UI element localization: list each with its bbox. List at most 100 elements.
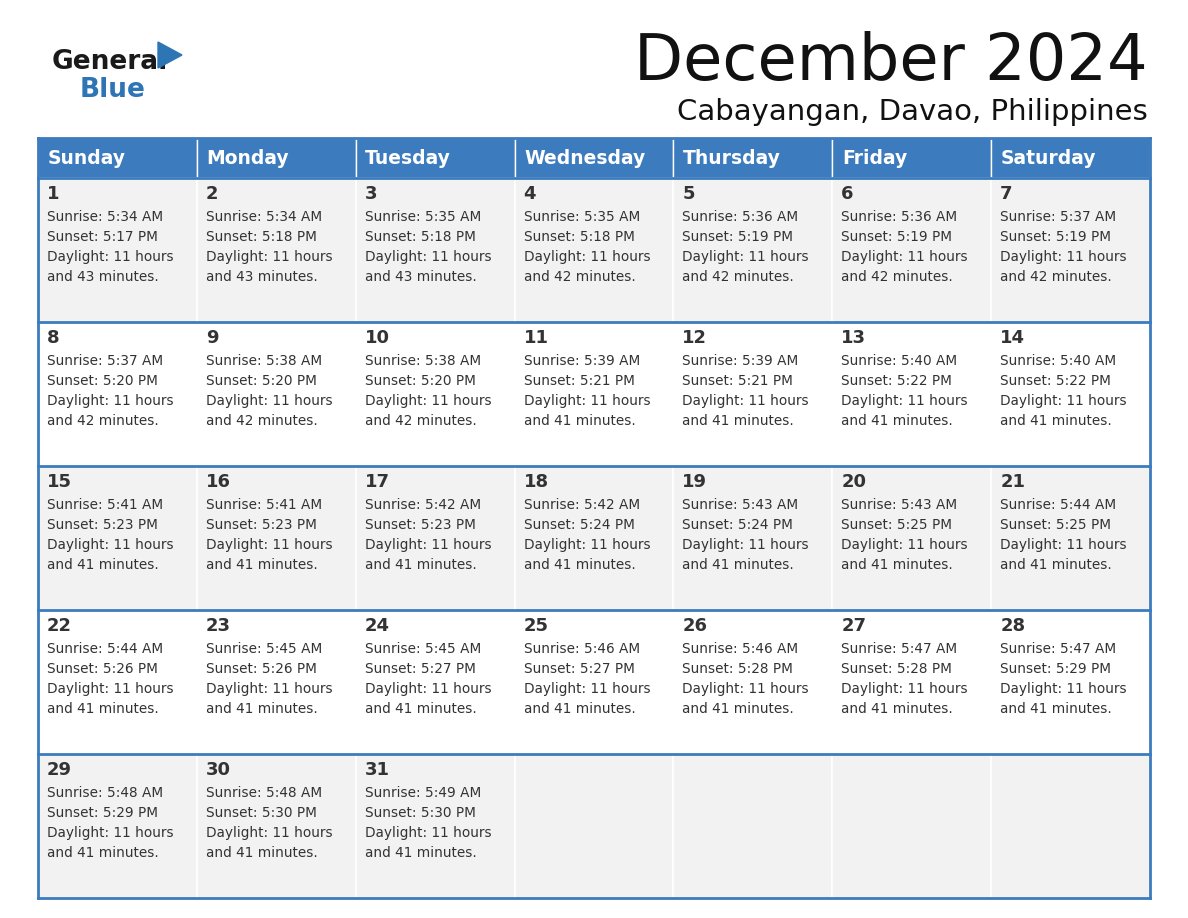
Text: Sunrise: 5:49 AM: Sunrise: 5:49 AM bbox=[365, 786, 481, 800]
Text: and 42 minutes.: and 42 minutes. bbox=[524, 270, 636, 284]
Bar bbox=[38, 754, 197, 898]
Text: 31: 31 bbox=[365, 761, 390, 779]
Text: 2: 2 bbox=[206, 185, 219, 203]
Text: Sunrise: 5:45 AM: Sunrise: 5:45 AM bbox=[365, 642, 481, 656]
Text: Sunrise: 5:47 AM: Sunrise: 5:47 AM bbox=[841, 642, 958, 656]
Text: Sunset: 5:20 PM: Sunset: 5:20 PM bbox=[365, 374, 475, 388]
Text: Daylight: 11 hours: Daylight: 11 hours bbox=[841, 538, 968, 552]
Text: Thursday: Thursday bbox=[683, 149, 781, 167]
Text: 21: 21 bbox=[1000, 473, 1025, 491]
Text: Sunday: Sunday bbox=[48, 149, 126, 167]
Text: Sunset: 5:20 PM: Sunset: 5:20 PM bbox=[48, 374, 158, 388]
Text: Daylight: 11 hours: Daylight: 11 hours bbox=[206, 826, 333, 840]
Bar bbox=[514, 754, 674, 898]
Text: Sunrise: 5:45 AM: Sunrise: 5:45 AM bbox=[206, 642, 322, 656]
Text: and 42 minutes.: and 42 minutes. bbox=[1000, 270, 1112, 284]
Text: and 43 minutes.: and 43 minutes. bbox=[206, 270, 317, 284]
Text: Daylight: 11 hours: Daylight: 11 hours bbox=[365, 538, 492, 552]
Text: Sunset: 5:28 PM: Sunset: 5:28 PM bbox=[682, 662, 794, 676]
Bar bbox=[991, 610, 1150, 754]
Text: 7: 7 bbox=[1000, 185, 1012, 203]
Text: Sunrise: 5:41 AM: Sunrise: 5:41 AM bbox=[206, 498, 322, 512]
Text: Sunrise: 5:35 AM: Sunrise: 5:35 AM bbox=[524, 210, 640, 224]
Text: Sunset: 5:27 PM: Sunset: 5:27 PM bbox=[365, 662, 475, 676]
Text: Daylight: 11 hours: Daylight: 11 hours bbox=[206, 538, 333, 552]
Text: Daylight: 11 hours: Daylight: 11 hours bbox=[682, 250, 809, 264]
Text: Sunrise: 5:39 AM: Sunrise: 5:39 AM bbox=[682, 354, 798, 368]
Text: and 41 minutes.: and 41 minutes. bbox=[48, 558, 159, 572]
Text: Sunset: 5:26 PM: Sunset: 5:26 PM bbox=[206, 662, 317, 676]
Text: and 41 minutes.: and 41 minutes. bbox=[524, 414, 636, 428]
Bar bbox=[833, 466, 991, 610]
Text: Sunrise: 5:35 AM: Sunrise: 5:35 AM bbox=[365, 210, 481, 224]
Text: Sunset: 5:19 PM: Sunset: 5:19 PM bbox=[1000, 230, 1111, 244]
Text: Sunset: 5:20 PM: Sunset: 5:20 PM bbox=[206, 374, 317, 388]
Bar bbox=[991, 466, 1150, 610]
Text: Daylight: 11 hours: Daylight: 11 hours bbox=[524, 682, 650, 696]
Bar bbox=[197, 178, 355, 322]
Text: Friday: Friday bbox=[842, 149, 908, 167]
Bar bbox=[514, 138, 674, 178]
Text: Sunrise: 5:34 AM: Sunrise: 5:34 AM bbox=[206, 210, 322, 224]
Text: and 41 minutes.: and 41 minutes. bbox=[524, 702, 636, 716]
Bar bbox=[674, 610, 833, 754]
Text: Daylight: 11 hours: Daylight: 11 hours bbox=[682, 682, 809, 696]
Text: 22: 22 bbox=[48, 617, 72, 635]
Text: and 41 minutes.: and 41 minutes. bbox=[1000, 702, 1112, 716]
Bar bbox=[38, 466, 197, 610]
Text: Sunrise: 5:36 AM: Sunrise: 5:36 AM bbox=[682, 210, 798, 224]
Text: Daylight: 11 hours: Daylight: 11 hours bbox=[365, 250, 492, 264]
Text: and 42 minutes.: and 42 minutes. bbox=[841, 270, 953, 284]
Text: and 42 minutes.: and 42 minutes. bbox=[48, 414, 159, 428]
Bar bbox=[355, 138, 514, 178]
Bar bbox=[38, 610, 197, 754]
Text: and 41 minutes.: and 41 minutes. bbox=[682, 558, 795, 572]
Text: Sunset: 5:18 PM: Sunset: 5:18 PM bbox=[206, 230, 317, 244]
Text: and 42 minutes.: and 42 minutes. bbox=[365, 414, 476, 428]
Text: Daylight: 11 hours: Daylight: 11 hours bbox=[1000, 682, 1126, 696]
Text: Sunset: 5:25 PM: Sunset: 5:25 PM bbox=[841, 518, 953, 532]
Bar bbox=[674, 754, 833, 898]
Text: Tuesday: Tuesday bbox=[365, 149, 451, 167]
Text: Sunrise: 5:46 AM: Sunrise: 5:46 AM bbox=[682, 642, 798, 656]
Text: Sunrise: 5:40 AM: Sunrise: 5:40 AM bbox=[841, 354, 958, 368]
Text: 19: 19 bbox=[682, 473, 707, 491]
Text: Daylight: 11 hours: Daylight: 11 hours bbox=[48, 682, 173, 696]
Text: Sunset: 5:22 PM: Sunset: 5:22 PM bbox=[1000, 374, 1111, 388]
Text: Sunrise: 5:39 AM: Sunrise: 5:39 AM bbox=[524, 354, 640, 368]
Bar bbox=[355, 610, 514, 754]
Bar bbox=[674, 322, 833, 466]
Bar bbox=[197, 322, 355, 466]
Text: Daylight: 11 hours: Daylight: 11 hours bbox=[206, 682, 333, 696]
Text: Sunset: 5:18 PM: Sunset: 5:18 PM bbox=[524, 230, 634, 244]
Text: and 41 minutes.: and 41 minutes. bbox=[524, 558, 636, 572]
Text: Daylight: 11 hours: Daylight: 11 hours bbox=[365, 826, 492, 840]
Text: and 41 minutes.: and 41 minutes. bbox=[1000, 414, 1112, 428]
Text: Sunrise: 5:36 AM: Sunrise: 5:36 AM bbox=[841, 210, 958, 224]
Text: Sunset: 5:24 PM: Sunset: 5:24 PM bbox=[682, 518, 794, 532]
Text: Sunrise: 5:47 AM: Sunrise: 5:47 AM bbox=[1000, 642, 1117, 656]
Text: 14: 14 bbox=[1000, 329, 1025, 347]
Text: Sunset: 5:21 PM: Sunset: 5:21 PM bbox=[524, 374, 634, 388]
Bar bbox=[355, 322, 514, 466]
Text: Sunset: 5:19 PM: Sunset: 5:19 PM bbox=[841, 230, 953, 244]
Text: Sunset: 5:29 PM: Sunset: 5:29 PM bbox=[1000, 662, 1111, 676]
Text: 9: 9 bbox=[206, 329, 219, 347]
Text: and 43 minutes.: and 43 minutes. bbox=[48, 270, 159, 284]
Text: and 41 minutes.: and 41 minutes. bbox=[1000, 558, 1112, 572]
Text: Sunset: 5:22 PM: Sunset: 5:22 PM bbox=[841, 374, 952, 388]
Bar bbox=[38, 178, 197, 322]
Bar bbox=[514, 322, 674, 466]
Text: 15: 15 bbox=[48, 473, 72, 491]
Text: Sunset: 5:24 PM: Sunset: 5:24 PM bbox=[524, 518, 634, 532]
Text: and 41 minutes.: and 41 minutes. bbox=[841, 702, 953, 716]
Text: 20: 20 bbox=[841, 473, 866, 491]
Text: Daylight: 11 hours: Daylight: 11 hours bbox=[1000, 250, 1126, 264]
Text: and 41 minutes.: and 41 minutes. bbox=[48, 846, 159, 860]
Text: Sunset: 5:23 PM: Sunset: 5:23 PM bbox=[206, 518, 317, 532]
Text: Daylight: 11 hours: Daylight: 11 hours bbox=[48, 826, 173, 840]
Bar bbox=[991, 138, 1150, 178]
Text: Sunrise: 5:38 AM: Sunrise: 5:38 AM bbox=[365, 354, 481, 368]
Bar bbox=[674, 466, 833, 610]
Text: Sunset: 5:23 PM: Sunset: 5:23 PM bbox=[365, 518, 475, 532]
